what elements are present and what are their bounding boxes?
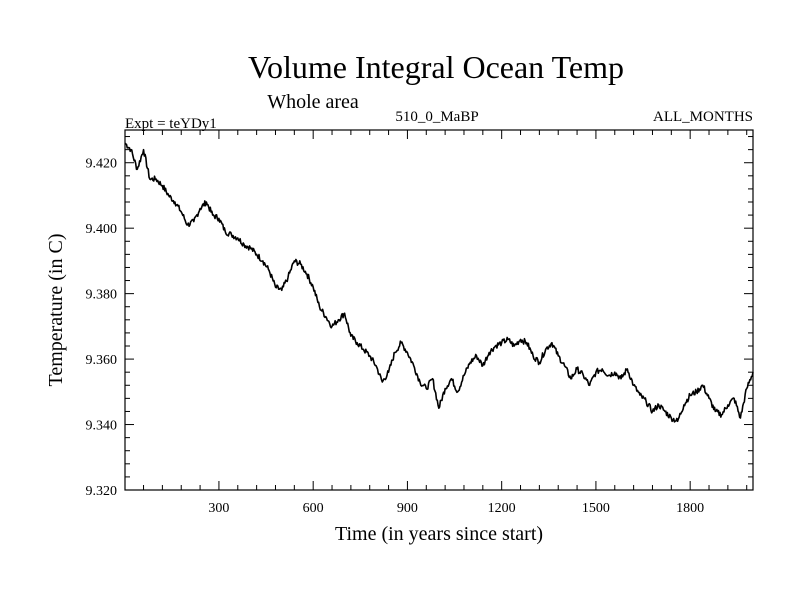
y-tick-label: 9.400 (86, 222, 118, 237)
x-tick-label: 1800 (676, 501, 704, 516)
y-axis-ticks (125, 136, 753, 478)
temperature-series-line (124, 142, 754, 423)
x-tick-label: 300 (208, 501, 229, 516)
y-tick-label: 9.360 (86, 353, 118, 368)
y-axis-label: Temperature (in C) (45, 234, 67, 387)
x-axis-ticks (143, 130, 748, 490)
y-tick-label: 9.380 (86, 288, 118, 303)
x-tick-label: 600 (303, 501, 324, 516)
x-tick-label: 1500 (582, 501, 610, 516)
y-tick-label: 9.320 (86, 484, 118, 499)
period-label: 510_0_MaBP (395, 109, 478, 125)
x-tick-label: 1200 (488, 501, 516, 516)
y-axis-tick-labels: 9.320 9.340 9.360 9.380 9.400 9.420 (86, 157, 118, 499)
y-tick-label: 9.340 (86, 419, 118, 434)
y-tick-label: 9.420 (86, 157, 118, 172)
chart-subtitle: Whole area (267, 91, 359, 113)
experiment-label: Expt = teYDy1 (125, 116, 217, 132)
x-axis-tick-labels: 300 600 900 1200 1500 1800 (208, 501, 704, 516)
months-label: ALL_MONTHS (653, 109, 753, 125)
x-axis-label: Time (in years since start) (335, 523, 543, 545)
plot-frame (124, 129, 754, 491)
chart-title: Volume Integral Ocean Temp (248, 49, 624, 85)
x-tick-label: 900 (397, 501, 418, 516)
